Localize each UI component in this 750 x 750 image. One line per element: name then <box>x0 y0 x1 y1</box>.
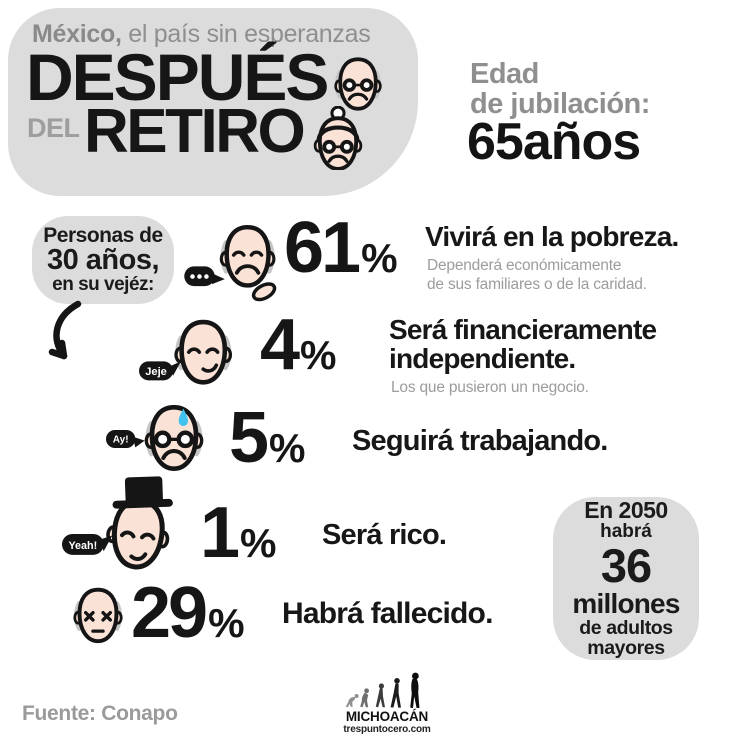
speech-bubble: Ay! <box>106 430 145 448</box>
projection-line1: En 2050 <box>584 496 668 523</box>
projection-line4: de adultos <box>579 617 673 640</box>
speech-bubble-text: Ay! <box>113 435 129 446</box>
stat-sublabel: Los que pusieron un negocio. <box>391 379 589 396</box>
retirement-age-value: 65años <box>467 113 641 171</box>
curved-arrow-icon <box>48 300 82 360</box>
stat-sublabel: Dependerá económicamente de sus familiar… <box>427 257 647 293</box>
top-hat-icon <box>112 476 173 509</box>
stat-percent: 29% <box>131 577 245 649</box>
speech-bubble: Jeje <box>139 361 181 381</box>
stat-percent-number: 4 <box>260 305 300 385</box>
tagline-rest: el país sin esperanzas <box>121 20 371 48</box>
rich-tophat-man-icon: Yeah! <box>62 476 173 570</box>
stat-percent: 4% <box>260 309 337 381</box>
projection-number: 36 <box>600 538 652 592</box>
sweat-drop-icon <box>178 408 188 426</box>
poor-sad-old-man-icon <box>184 224 277 302</box>
tagline: México, el país sin esperanzas <box>32 20 371 49</box>
projection-line3: millones <box>572 587 680 619</box>
retirement-age-label-line2: de jubilación: <box>470 87 650 120</box>
title-line2: RETIRO <box>84 97 306 166</box>
old-woman-face-icon <box>313 106 363 170</box>
intro-line3: en su vejéz: <box>52 274 154 296</box>
stat-label: Será financieramente independiente. <box>389 314 657 375</box>
evolution-logo-icon <box>345 672 420 708</box>
speech-bubble-text: Jeje <box>145 366 167 378</box>
speech-bubble-text: Yeah! <box>68 540 97 552</box>
stat-percent-number: 29 <box>131 573 208 653</box>
logo-subtitle: trespuntocero.com <box>343 724 431 735</box>
stat-percent: 61% <box>284 212 398 284</box>
stat-percent-number: 61 <box>284 208 361 288</box>
ellipsis-speech-bubble <box>184 266 225 287</box>
stat-percent: 5% <box>229 402 306 474</box>
stat-label: Será rico. <box>322 519 447 551</box>
smirking-old-man-icon: Jeje <box>139 319 233 385</box>
stat-percent-sign: % <box>208 600 245 646</box>
publisher-logo: MICHOACÁN trespuntocero.com <box>332 670 442 735</box>
retirement-age-label-line1: Edad <box>470 58 539 90</box>
intro-line2: 30 años, <box>46 243 160 276</box>
stat-label: Habrá fallecido. <box>282 597 493 630</box>
intro-bubble: Personas de 30 años, en su vejéz: <box>32 216 174 304</box>
projection-line2: habrá <box>600 520 652 542</box>
old-man-face-icon <box>334 57 382 111</box>
title-line2-small: DEL <box>27 113 80 143</box>
title-line1: DESPUÉS <box>26 40 329 114</box>
stat-percent-sign: % <box>361 235 398 281</box>
stat-percent-number: 5 <box>229 398 269 478</box>
deceased-man-icon <box>73 587 123 644</box>
retirement-age-label: Edad de jubilación: <box>470 58 650 120</box>
stat-label: Seguirá trabajando. <box>352 425 608 457</box>
stat-percent-number: 1 <box>200 493 240 573</box>
sweating-old-man-icon: Ay! <box>106 404 204 472</box>
projection-bubble: En 2050 habrá 36 millones de adultos may… <box>553 497 699 660</box>
stat-percent-sign: % <box>269 425 306 471</box>
stat-percent: 1% <box>200 497 277 569</box>
speech-bubble: Yeah! <box>62 534 113 555</box>
projection-line5: mayores <box>587 637 665 660</box>
source-credit: Fuente: Conapo <box>22 702 178 725</box>
intro-line1: Personas de <box>43 223 163 247</box>
tagline-bold: México, <box>32 20 122 48</box>
logo-title: MICHOACÁN <box>345 709 429 724</box>
stat-percent-sign: % <box>240 520 277 566</box>
stat-percent-sign: % <box>300 332 337 378</box>
stat-label: Vivirá en la pobreza. <box>425 221 679 252</box>
